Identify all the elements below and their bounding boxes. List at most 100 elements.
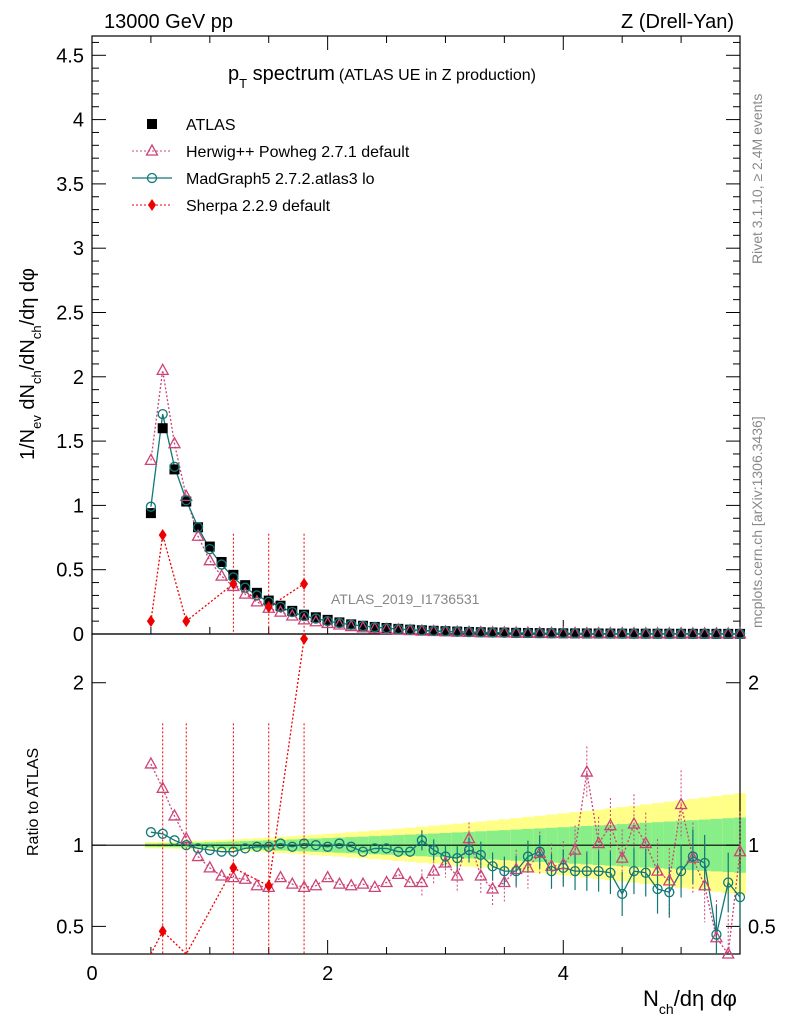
atlas-point xyxy=(263,595,274,606)
herwig-point xyxy=(309,614,323,627)
atlas-point xyxy=(581,628,592,639)
madgraph-ratio-point xyxy=(204,844,215,856)
mcplots-label: mcplots.cern.ch [arXiv:1306.3436] xyxy=(749,416,765,628)
atlas-point xyxy=(228,569,239,580)
madgraph-ratio-point xyxy=(357,846,369,857)
herwig-ratio-point xyxy=(273,870,288,883)
atlas-point xyxy=(428,625,439,636)
herwig-ratio-point xyxy=(568,842,582,855)
madgraph-point xyxy=(145,501,157,512)
herwig-ratio-point xyxy=(509,862,523,875)
sherpa-point xyxy=(182,615,191,628)
madgraph-ratio-point xyxy=(263,841,274,852)
madgraph-point xyxy=(357,620,369,632)
madgraph-ratio-point xyxy=(228,846,239,857)
ratio-plot-frame xyxy=(91,633,741,955)
madgraph-point xyxy=(569,628,581,639)
madgraph-ratio-point xyxy=(452,853,463,864)
madgraph-point xyxy=(298,610,310,622)
atlas-point xyxy=(416,625,427,636)
madgraph-ratio-point xyxy=(393,846,404,857)
madgraph-ratio-point xyxy=(145,827,157,838)
atlas-point xyxy=(676,628,687,639)
herwig-point xyxy=(368,621,382,634)
herwig-ratio-point xyxy=(403,875,417,888)
madgraph-point xyxy=(393,623,404,635)
madgraph-ratio-point xyxy=(687,851,699,862)
madgraph-point xyxy=(699,628,710,640)
herwig-point xyxy=(297,612,311,625)
herwig-ratio-point xyxy=(615,850,629,863)
sherpa-ratio-point xyxy=(264,879,273,892)
madgraph-point xyxy=(546,628,557,639)
process-label: Z (Drell-Yan) xyxy=(621,11,734,33)
energy-label: 13000 GeV pp xyxy=(104,11,233,33)
atlas-point xyxy=(605,628,616,639)
atlas-point xyxy=(393,623,404,634)
y-tick-label: 3.5 xyxy=(56,174,84,196)
herwig-point xyxy=(167,436,182,449)
atlas-point xyxy=(534,628,545,639)
madgraph-ratio-point xyxy=(522,851,534,862)
herwig-ratio-point xyxy=(203,860,217,873)
atlas-point xyxy=(440,626,451,637)
madgraph-ratio-point xyxy=(558,862,569,874)
sherpa-ratio-point xyxy=(158,925,167,938)
madgraph-point xyxy=(605,628,616,639)
sherpa-line xyxy=(150,534,305,623)
herwig-point xyxy=(285,608,299,621)
atlas-point xyxy=(723,628,734,639)
herwig-ratio-point xyxy=(285,876,299,889)
herwig-ratio-point xyxy=(485,881,500,894)
x-axis-label: Nch/dη dφ xyxy=(643,986,737,1017)
atlas-point xyxy=(487,627,498,638)
atlas-point xyxy=(405,624,416,635)
herwig-point xyxy=(179,489,193,502)
herwig-point xyxy=(191,528,205,541)
atlas-point xyxy=(511,627,522,638)
madgraph-point xyxy=(522,627,534,639)
herwig-point xyxy=(144,453,158,466)
madgraph-point xyxy=(310,613,322,624)
madgraph-ratio-point xyxy=(628,866,640,877)
herwig-ratio-point xyxy=(179,831,193,844)
madgraph-point xyxy=(534,627,545,639)
atlas-point xyxy=(240,580,251,591)
madgraph-point xyxy=(334,617,345,629)
sherpa-point xyxy=(158,528,167,541)
herwig-point xyxy=(156,363,170,376)
madgraph-ratio-point xyxy=(499,866,510,877)
y-tick-label: 1 xyxy=(73,495,84,517)
madgraph-ratio-point xyxy=(192,843,204,854)
madgraph-ratio-point xyxy=(416,835,428,846)
madgraph-ratio-point xyxy=(510,866,522,877)
herwig-ratio-point xyxy=(686,850,700,863)
herwig-ratio-point xyxy=(379,875,394,888)
herwig-ratio-point xyxy=(238,871,252,884)
madgraph-ratio-point xyxy=(534,846,545,857)
madgraph-point xyxy=(687,628,699,639)
sherpa-ratio-line xyxy=(150,638,305,956)
madgraph-point xyxy=(652,628,663,639)
madgraph-point xyxy=(723,628,734,640)
herwig-point xyxy=(344,619,358,632)
herwig-ratio-point xyxy=(321,870,335,883)
herwig-ratio-point xyxy=(580,764,594,777)
herwig-point xyxy=(379,622,394,635)
herwig-ratio-point xyxy=(474,868,488,881)
x-tick-label: 2 xyxy=(322,963,333,985)
herwig-point xyxy=(215,568,229,581)
madgraph-point xyxy=(440,626,451,637)
madgraph-point xyxy=(216,559,227,570)
ratio-y-tick-label-right: 2 xyxy=(748,673,759,695)
herwig-ratio-point xyxy=(368,880,382,893)
atlas-point xyxy=(251,587,262,598)
ratio-y-axis-label: Ratio to ATLAS xyxy=(25,748,42,856)
madgraph-point xyxy=(416,625,428,636)
herwig-ratio-point xyxy=(721,946,735,959)
herwig-ratio-point xyxy=(332,876,347,889)
madgraph-point xyxy=(369,622,380,633)
madgraph-ratio-point xyxy=(487,861,498,872)
herwig-ratio-point xyxy=(544,858,559,871)
